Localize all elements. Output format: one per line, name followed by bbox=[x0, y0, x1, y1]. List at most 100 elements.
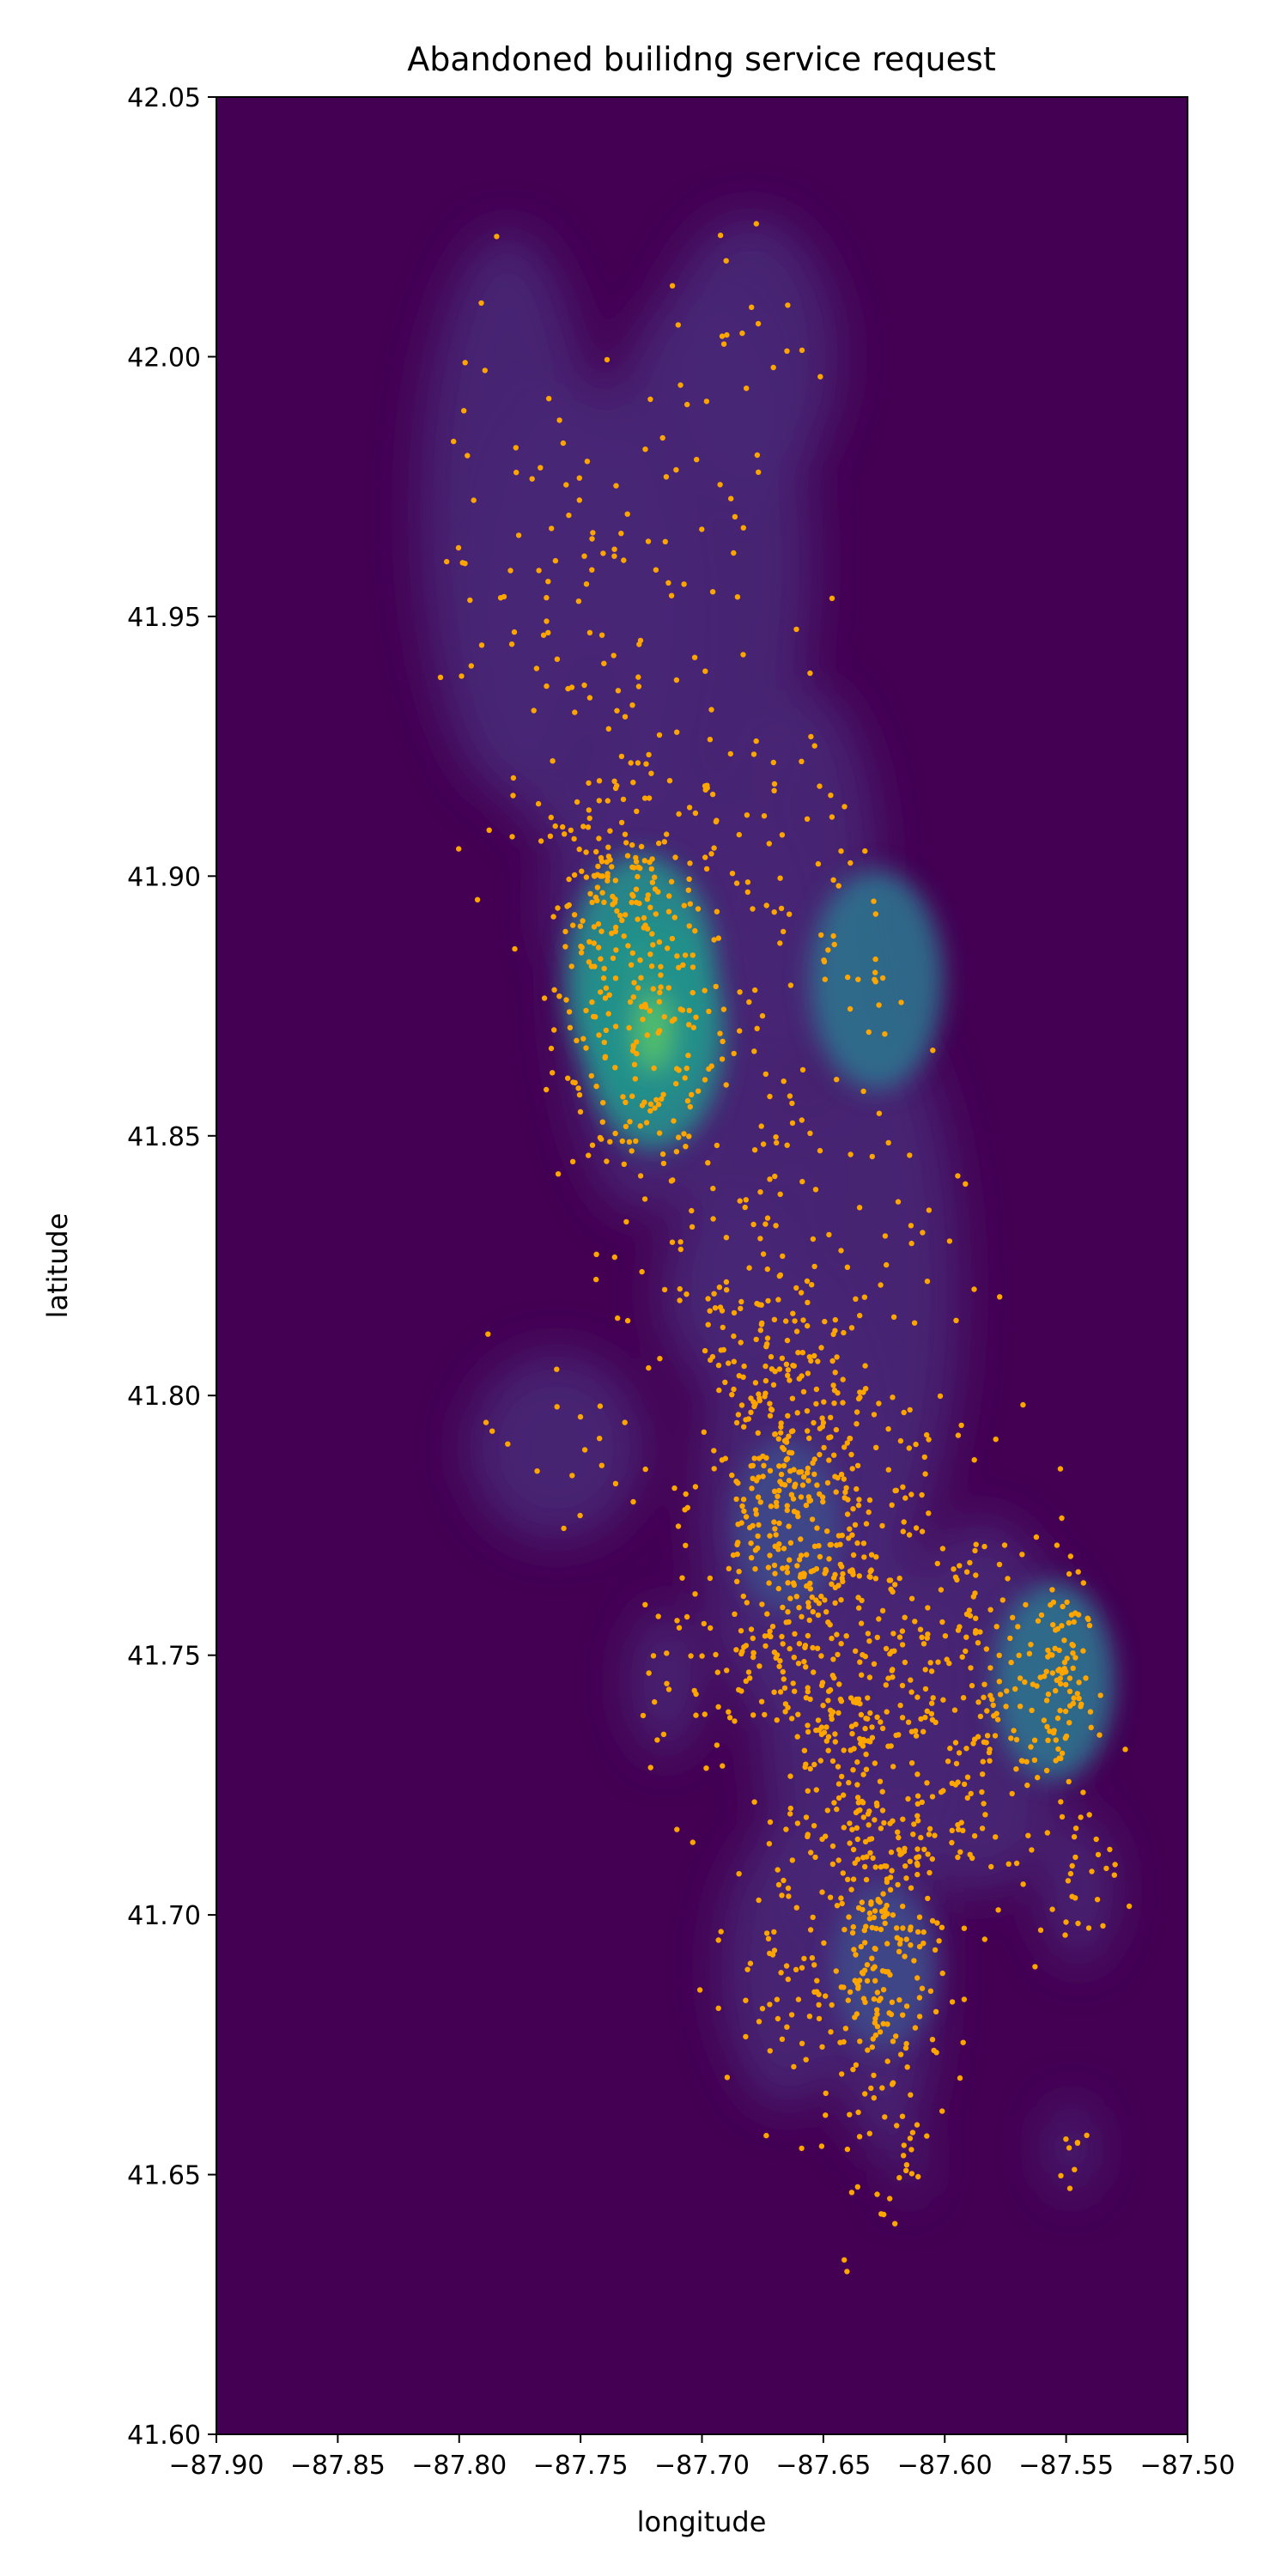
scatter-point-264 bbox=[614, 908, 620, 914]
scatter-point-1660 bbox=[723, 1082, 729, 1088]
scatter-point-274 bbox=[566, 876, 572, 883]
scatter-point-1021 bbox=[929, 1856, 936, 1862]
scatter-point-311 bbox=[592, 894, 599, 901]
scatter-point-390 bbox=[780, 1604, 786, 1611]
scatter-point-716 bbox=[715, 1362, 722, 1369]
scatter-point-103 bbox=[588, 1072, 594, 1079]
scatter-point-1443 bbox=[1028, 1744, 1034, 1750]
scatter-point-295 bbox=[606, 992, 612, 998]
scatter-point-1914 bbox=[483, 1419, 489, 1425]
scatter-point-111 bbox=[571, 835, 577, 842]
scatter-point-1803 bbox=[731, 550, 737, 556]
scatter-point-153 bbox=[605, 844, 611, 850]
scatter-point-885 bbox=[867, 1710, 873, 1716]
scatter-point-225 bbox=[648, 866, 654, 872]
scatter-point-278 bbox=[592, 963, 598, 969]
scatter-point-1796 bbox=[728, 495, 734, 501]
scatter-point-1480 bbox=[1080, 1789, 1086, 1795]
scatter-point-817 bbox=[885, 1675, 891, 1681]
scatter-point-1851 bbox=[462, 561, 468, 567]
scatter-point-171 bbox=[713, 983, 719, 990]
scatter-point-1636 bbox=[615, 1315, 621, 1321]
scatter-point-1493 bbox=[1084, 1615, 1091, 1621]
scatter-point-559 bbox=[707, 1308, 713, 1314]
scatter-point-1562 bbox=[785, 1885, 792, 1892]
scatter-point-1501 bbox=[1066, 1619, 1072, 1626]
scatter-point-1502 bbox=[1056, 1755, 1062, 1761]
scatter-point-320 bbox=[605, 871, 611, 877]
scatter-point-1730 bbox=[614, 708, 620, 714]
scatter-point-522 bbox=[756, 2019, 762, 2025]
x-tick-label-7: −87.55 bbox=[1018, 2451, 1114, 2481]
scatter-point-1884 bbox=[701, 1429, 707, 1436]
scatter-point-209 bbox=[717, 1030, 723, 1036]
scatter-point-1361 bbox=[996, 1652, 1002, 1659]
scatter-point-818 bbox=[811, 1543, 818, 1550]
scatter-point-557 bbox=[818, 1653, 824, 1659]
scatter-point-436 bbox=[799, 1178, 805, 1185]
scatter-point-1559 bbox=[715, 2005, 721, 2011]
scatter-point-704 bbox=[702, 1711, 708, 1717]
scatter-point-1395 bbox=[1045, 1647, 1051, 1654]
scatter-point-1322 bbox=[1122, 1747, 1128, 1753]
scatter-point-1560 bbox=[787, 1805, 793, 1812]
scatter-point-738 bbox=[814, 1482, 820, 1488]
scatter-point-1233 bbox=[914, 1862, 920, 1868]
scatter-point-275 bbox=[612, 878, 618, 884]
scatter-point-673 bbox=[776, 1273, 782, 1279]
scatter-point-334 bbox=[829, 1358, 835, 1364]
scatter-point-1324 bbox=[925, 1605, 931, 1611]
scatter-point-1795 bbox=[754, 452, 761, 459]
scatter-point-697 bbox=[830, 1382, 836, 1388]
scatter-point-1658 bbox=[722, 1455, 728, 1461]
scatter-point-242 bbox=[676, 1134, 682, 1140]
scatter-point-934 bbox=[874, 1634, 880, 1641]
scatter-point-1269 bbox=[951, 1707, 958, 1713]
scatter-point-1749 bbox=[455, 544, 462, 551]
scatter-point-1023 bbox=[924, 1708, 931, 1715]
scatter-point-1936 bbox=[872, 969, 878, 975]
scatter-point-1508 bbox=[1042, 1674, 1048, 1680]
scatter-point-1875 bbox=[705, 1296, 711, 1302]
scatter-point-658 bbox=[759, 1601, 765, 1607]
scatter-point-1077 bbox=[771, 1947, 778, 1953]
scatter-point-14 bbox=[692, 810, 699, 817]
scatter-point-1402 bbox=[980, 1771, 986, 1777]
scatter-point-1995 bbox=[824, 1479, 831, 1486]
scatter-point-786 bbox=[934, 1560, 941, 1567]
scatter-point-1012 bbox=[811, 1761, 817, 1768]
scatter-point-190 bbox=[665, 908, 672, 914]
scatter-point-761 bbox=[922, 1471, 928, 1477]
scatter-point-285 bbox=[580, 1036, 586, 1042]
scatter-point-1839 bbox=[513, 445, 519, 451]
scatter-point-699 bbox=[762, 1394, 768, 1400]
scatter-point-1686 bbox=[779, 832, 786, 838]
scatter-point-751 bbox=[860, 1814, 866, 1820]
scatter-point-1653 bbox=[773, 1134, 779, 1140]
scatter-point-1954 bbox=[780, 1565, 786, 1571]
scatter-point-1378 bbox=[991, 1713, 997, 1719]
x-tick-label-1: −87.85 bbox=[290, 2451, 386, 2481]
scatter-point-631 bbox=[744, 1600, 750, 1606]
scatter-point-465 bbox=[646, 1364, 652, 1371]
scatter-point-516 bbox=[779, 1633, 785, 1640]
scatter-point-1640 bbox=[757, 1189, 763, 1195]
scatter-point-881 bbox=[807, 1580, 813, 1587]
scatter-point-1984 bbox=[895, 1199, 902, 1205]
scatter-point-1419 bbox=[832, 1571, 838, 1578]
scatter-point-160 bbox=[562, 928, 568, 935]
scatter-point-968 bbox=[851, 1947, 857, 1953]
scatter-point-1150 bbox=[869, 1924, 875, 1931]
scatter-point-1892 bbox=[665, 1686, 672, 1692]
y-tick-label-1: 41.65 bbox=[127, 2161, 201, 2191]
scatter-point-1956 bbox=[832, 1316, 838, 1323]
scatter-point-490 bbox=[812, 1187, 819, 1193]
scatter-point-51 bbox=[621, 933, 627, 939]
scatter-point-1525 bbox=[1071, 1695, 1077, 1701]
scatter-point-375 bbox=[792, 1688, 798, 1694]
scatter-point-1585 bbox=[785, 1976, 791, 1983]
y-axis-label: latitude bbox=[41, 1213, 74, 1319]
scatter-point-1890 bbox=[693, 1691, 699, 1698]
scatter-point-1368 bbox=[1024, 1782, 1030, 1789]
scatter-point-480 bbox=[832, 1731, 838, 1737]
